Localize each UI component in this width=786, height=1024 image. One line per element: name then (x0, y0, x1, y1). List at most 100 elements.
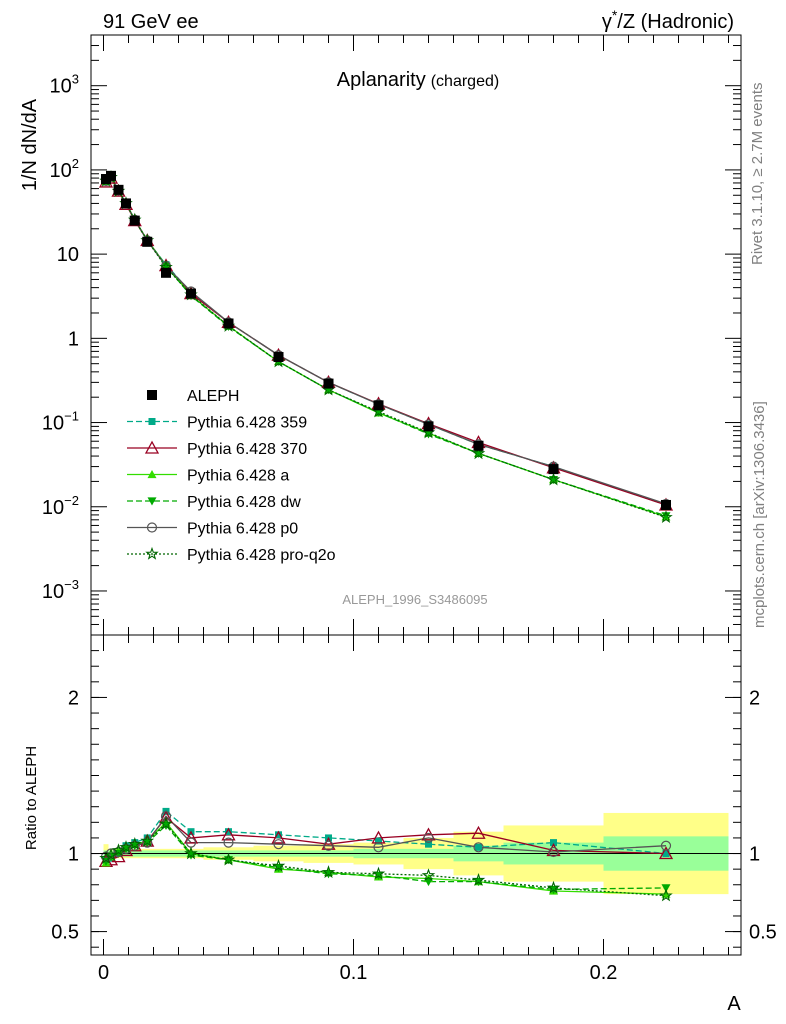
ratio-point-pq2o (221, 852, 236, 866)
ratio-point-pq2o (159, 816, 173, 830)
ratio-point-pp0 (273, 839, 284, 850)
ratio-point-pq2o (111, 843, 126, 857)
aleph-point (106, 170, 116, 181)
header-left: 91 GeV ee (103, 11, 199, 33)
ratio-point-pq2o (119, 840, 133, 854)
ratio-point-pp0 (423, 832, 434, 844)
ratio-point-pq2o (321, 865, 336, 879)
legend: ALEPH Pythia 6.428 359 Pythia 6.428 370 Pyt… (127, 388, 336, 564)
aleph-point (273, 352, 284, 363)
series-line-pq2o (105, 176, 667, 518)
analysis-id: ALEPH_1996_S3486095 (342, 592, 487, 607)
y-tick-label: 10 (57, 244, 79, 266)
ratio-y-tick-label: 2 (68, 687, 79, 709)
y-tick-label: 10−1 (42, 409, 79, 435)
legend-marker-data (147, 390, 157, 400)
series-point-pdw (374, 408, 383, 417)
ratio-point-pp0 (473, 842, 484, 853)
aleph-point (121, 198, 131, 209)
aleph-point (129, 215, 140, 226)
legend-label-p370: Pythia 6.428 370 (187, 441, 307, 458)
ratio-point-pq2o (659, 888, 673, 902)
aleph-point (223, 318, 234, 329)
ratio-point-p370 (546, 843, 561, 857)
legend-marker-pa (147, 470, 157, 479)
y-tick-label: 103 (50, 72, 79, 98)
ratio-y-tick-label-right: 0.5 (749, 922, 777, 944)
ratio-y-tick-label: 1 (68, 844, 79, 866)
series-point-pq2o (471, 446, 486, 460)
ratio-point-p359 (275, 831, 282, 839)
aleph-point (473, 440, 484, 451)
series-point-pdw (661, 512, 671, 521)
ratio-y-tick-label-right: 1 (749, 844, 760, 866)
ratio-series-markers (98, 807, 674, 902)
ratio-point-pp0 (142, 837, 153, 848)
legend-label-pa: Pythia 6.428 a (187, 468, 289, 485)
x-tick-label: 0.2 (590, 962, 618, 984)
ratio-point-pq2o (99, 851, 113, 865)
ratio-axes: 0.5 0.5 1 1 2 2 0 0.1 0.2 (51, 635, 777, 984)
aleph-point (142, 236, 153, 247)
ratio-point-pdw (661, 884, 671, 893)
aleph-point (113, 184, 124, 195)
ratio-point-pq2o (421, 868, 436, 882)
y-tick-label: 10−3 (42, 577, 79, 603)
main-axes: 10−3 10−2 10−1 1 10 102 103 (42, 34, 741, 636)
legend-marker-pdw (147, 497, 157, 506)
ratio-point-pq2o (140, 833, 155, 847)
ratio-frame (90, 634, 742, 956)
ratio-y-axis-label: Ratio to ALEPH (23, 746, 40, 850)
y-tick-label: 102 (50, 156, 79, 182)
ratio-point-p370 (471, 825, 486, 839)
ratio-point-p370 (658, 846, 674, 860)
ratio-point-p359 (375, 837, 382, 845)
ratio-point-pp0 (373, 842, 384, 853)
ratio-point-pq2o (546, 880, 561, 894)
legend-marker-p370 (144, 440, 160, 454)
x-tick-label: 0 (98, 962, 109, 984)
series-point-pdw (161, 262, 171, 271)
legend-label-pq2o: Pythia 6.428 pro-q2o (187, 547, 336, 564)
ratio-point-p359 (225, 828, 232, 836)
ratio-point-pp0 (223, 837, 234, 848)
chart-title: Aplanarity (charged) (337, 69, 499, 91)
header-right: γ*/Z (Hadronic) (602, 7, 734, 33)
aleph-data-points (101, 170, 671, 510)
ratio-point-pq2o (471, 872, 486, 886)
ratio-point-pp0 (160, 810, 172, 822)
ratio-point-pq2o (184, 846, 198, 860)
ratio-point-p359 (662, 850, 670, 858)
ratio-point-pq2o (271, 858, 286, 872)
ratio-point-p370 (221, 827, 236, 841)
ratio-point-p370 (111, 849, 126, 863)
series-point-pq2o (659, 510, 673, 524)
y-tick-label: 1 (68, 328, 79, 350)
ratio-point-p370 (183, 830, 199, 844)
series-point-pq2o (546, 472, 561, 486)
mcplots-label: mcplots.cern.ch [arXiv:1306.3436] (751, 401, 768, 628)
ratio-y-tick-label: 0.5 (51, 922, 79, 944)
legend-label-data: ALEPH (187, 388, 239, 405)
ratio-y-tick-label-right: 2 (749, 687, 760, 709)
ratio-point-pq2o (371, 866, 386, 880)
legend-marker-p359 (148, 418, 156, 425)
legend-marker-pq2o (145, 546, 159, 560)
aleph-point (323, 378, 334, 389)
rivet-label: Rivet 3.1.10, ≥ 2.7M events (749, 83, 766, 266)
legend-label-pp0: Pythia 6.428 p0 (187, 521, 298, 538)
legend-label-pdw: Pythia 6.428 dw (187, 494, 301, 511)
x-tick-label: 0.1 (340, 962, 368, 984)
aleph-point (423, 421, 434, 432)
aleph-point (161, 267, 171, 278)
main-y-axis-label: 1/N dN/dA (19, 98, 41, 191)
x-axis-label: A (727, 993, 741, 1015)
ratio-point-pq2o (127, 836, 142, 850)
ratio-point-p359 (475, 843, 482, 851)
ratio-line-pq2o (105, 822, 667, 897)
ratio-point-pp0 (660, 840, 672, 851)
main-series-lines (105, 175, 667, 518)
aleph-point (661, 499, 671, 510)
ratio-point-pq2o (104, 847, 118, 861)
legend-label-p359: Pythia 6.428 359 (187, 415, 307, 432)
